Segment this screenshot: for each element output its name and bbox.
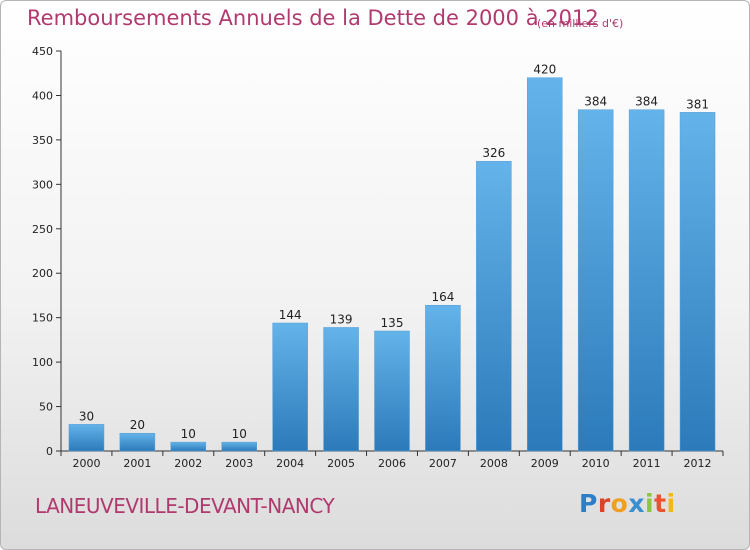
value-label-2007: 164 <box>431 290 454 304</box>
x-tick-label-2007: 2007 <box>429 457 457 470</box>
value-label-2002: 10 <box>181 427 196 441</box>
x-tick-label-2010: 2010 <box>582 457 610 470</box>
bar-2010 <box>577 109 614 452</box>
value-label-2005: 139 <box>330 312 353 326</box>
x-tick-label-2000: 2000 <box>72 457 100 470</box>
x-tick-label-2008: 2008 <box>480 457 508 470</box>
bar-2011 <box>628 109 665 452</box>
y-tick-label: 450 <box>32 45 53 58</box>
x-tick-label-2009: 2009 <box>531 457 559 470</box>
x-tick-label-2002: 2002 <box>174 457 202 470</box>
bar-2006 <box>374 330 410 452</box>
bar-2000 <box>68 424 105 452</box>
value-label-2003: 10 <box>232 427 247 441</box>
x-tick-label-2012: 2012 <box>684 457 712 470</box>
y-tick-label: 100 <box>32 356 53 369</box>
bar-2012 <box>679 112 716 452</box>
value-label-2008: 326 <box>482 146 505 160</box>
value-label-2012: 381 <box>686 97 709 111</box>
value-label-2004: 144 <box>279 308 302 322</box>
x-tick-label-2003: 2003 <box>225 457 253 470</box>
commune-name: LANEUVEVILLE-DEVANT-NANCY <box>35 494 335 518</box>
y-tick-label: 200 <box>32 267 53 280</box>
y-tick-label: 400 <box>32 89 53 102</box>
unit-note: (en milliers d'€) <box>537 17 624 30</box>
bar-2009 <box>527 77 563 452</box>
x-tick-label-2004: 2004 <box>276 457 304 470</box>
value-label-2011: 384 <box>635 95 658 109</box>
bar-2007 <box>425 304 461 452</box>
data-labels: 30 20 10 10 144 139 135 164 326 420 384 384 381 <box>79 63 709 441</box>
x-tick-label-2001: 2001 <box>123 457 151 470</box>
axes: 0 50 100 150 200 250 300 350 400 450 2000 2001 2002 2… <box>32 45 724 470</box>
bar-2001 <box>119 432 156 452</box>
value-label-2000: 30 <box>79 409 94 423</box>
bar-2004 <box>272 322 308 452</box>
value-label-2006: 135 <box>381 316 404 330</box>
bar-2008 <box>476 160 512 452</box>
value-label-2009: 420 <box>533 63 556 77</box>
x-tick-label-2011: 2011 <box>633 457 661 470</box>
bars <box>68 77 716 452</box>
proxiti-logo: Proxiti <box>579 489 676 518</box>
x-tick-label-2006: 2006 <box>378 457 406 470</box>
y-tick-label: 0 <box>46 445 53 458</box>
x-tick-label-2005: 2005 <box>327 457 355 470</box>
y-tick-label: 250 <box>32 223 53 236</box>
y-tick-label: 350 <box>32 134 53 147</box>
y-tick-label: 50 <box>39 401 53 414</box>
y-tick-label: 300 <box>32 178 53 191</box>
bar-2002 <box>170 441 207 452</box>
value-label-2001: 20 <box>130 418 145 432</box>
bar-2003 <box>221 441 257 452</box>
chart-title: Remboursements Annuels de la Dette de 20… <box>27 6 599 30</box>
value-label-2010: 384 <box>584 95 607 109</box>
bar-2005 <box>323 327 359 452</box>
y-tick-label: 150 <box>32 312 53 325</box>
